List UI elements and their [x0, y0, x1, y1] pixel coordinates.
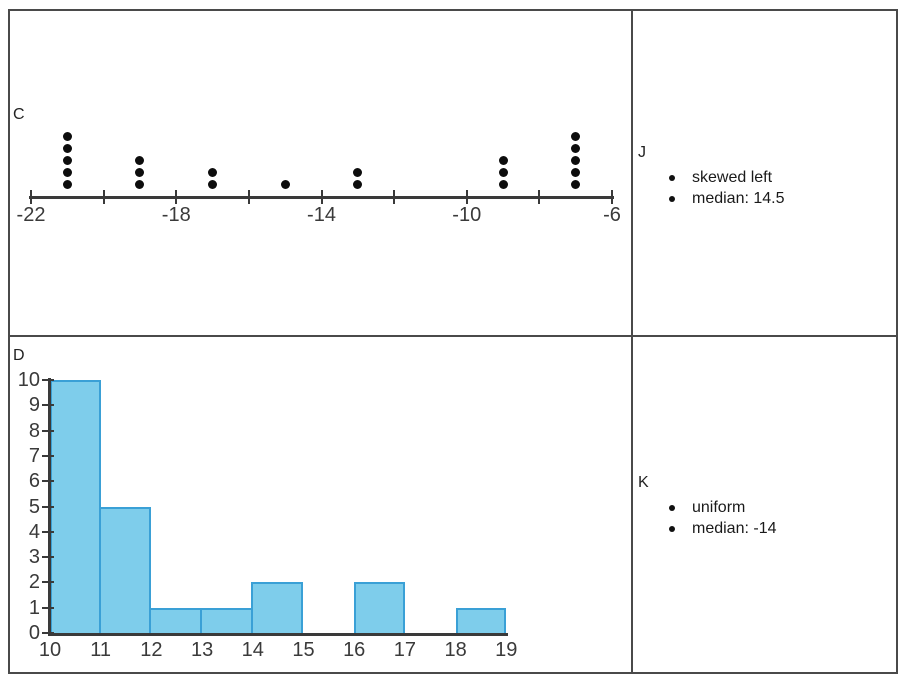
histogram-bar	[149, 607, 203, 633]
y-axis-tick-label: 10	[17, 369, 40, 391]
data-dot	[62, 143, 72, 153]
data-dot	[571, 179, 581, 189]
matching-table: C -22 -18 -14 -10 -6 J skewed left median: 1…	[8, 9, 898, 674]
x-axis	[48, 633, 509, 636]
axis-tick-label: -18	[161, 204, 191, 226]
axis-tick	[611, 190, 613, 204]
bullet-text: median: 14.5	[692, 190, 785, 207]
y-axis-tick-label: 8	[28, 419, 40, 442]
plot-label-c: C	[13, 106, 25, 123]
data-dot	[498, 179, 508, 189]
cell-answer-j[interactable]: J skewed left median: 14.5	[633, 11, 896, 337]
data-dot	[498, 155, 508, 165]
histogram-bar	[200, 607, 253, 633]
bullet-text: median: -14	[692, 520, 777, 537]
data-dot	[62, 167, 72, 177]
data-dot	[208, 179, 218, 189]
axis-tick-label: -22	[16, 204, 46, 226]
bullet-item: median: 14.5	[669, 188, 785, 209]
x-axis-tick-label: 15	[292, 639, 315, 661]
x-axis-tick-label: 10	[38, 639, 62, 661]
data-dot	[135, 167, 145, 177]
data-dot	[135, 155, 145, 165]
bullet-text: skewed left	[692, 169, 773, 186]
answer-label-k: K	[638, 474, 649, 491]
bullet-text: uniform	[692, 499, 746, 516]
plot-label-d: D	[13, 347, 25, 364]
data-dot	[62, 131, 72, 141]
data-dot	[571, 131, 581, 141]
y-axis-tick-label: 2	[28, 571, 40, 594]
y-axis-tick-label: 7	[28, 444, 40, 467]
answer-bullets-j: skewed left median: 14.5	[669, 167, 785, 209]
x-axis-tick-label: 11	[90, 639, 112, 661]
data-dot	[353, 179, 363, 189]
data-dot	[571, 167, 581, 177]
histogram-bar	[50, 380, 101, 633]
bullet-item: skewed left	[669, 167, 785, 188]
x-axis-tick-label: 14	[241, 639, 264, 661]
data-dot	[280, 179, 290, 189]
data-dot	[498, 167, 508, 177]
axis-tick	[175, 190, 178, 204]
axis-tick	[538, 190, 541, 204]
x-axis-tick-label: 17	[393, 639, 417, 661]
bullet-icon	[669, 174, 675, 181]
axis-tick	[393, 190, 396, 204]
y-axis-tick-label: 9	[28, 394, 40, 417]
y-axis-tick-label: 3	[28, 546, 40, 569]
cell-answer-k[interactable]: K uniform median: -14	[633, 337, 896, 672]
histogram-bar	[98, 506, 152, 633]
axis-tick	[320, 190, 323, 204]
histogram-bar	[354, 582, 405, 633]
data-dot	[62, 179, 72, 189]
answer-label-j: J	[638, 144, 646, 161]
dot-plot-c: -22 -18 -14 -10 -6	[10, 11, 631, 335]
x-axis-tick-label: 16	[343, 639, 366, 661]
x-axis-tick-label: 13	[190, 639, 214, 661]
axis-tick	[30, 190, 32, 204]
y-axis-tick-label: 1	[28, 596, 40, 619]
x-axis-tick-label: 12	[140, 639, 163, 661]
y-axis-tick-label: 5	[28, 495, 40, 518]
bullet-icon	[669, 504, 675, 511]
axis-tick	[465, 190, 468, 204]
axis-tick-label: -14	[307, 204, 336, 226]
bullet-item: median: -14	[669, 518, 777, 539]
axis-tick	[247, 190, 250, 204]
x-axis-tick-label: 18	[444, 639, 467, 661]
bullet-icon	[669, 525, 675, 532]
y-axis-tick-label: 6	[28, 470, 40, 493]
histogram-bar	[455, 607, 507, 633]
axis-tick-label: -6	[603, 204, 621, 226]
data-dot	[62, 155, 72, 165]
axis-tick-label: -10	[452, 204, 482, 226]
x-axis-tick-label: 19	[495, 639, 518, 661]
data-dot	[571, 143, 581, 153]
bullet-icon	[669, 195, 675, 202]
data-dot	[353, 167, 363, 177]
histogram-d: 0 1 2 3 4 5 6 7 8 9 10 10 11 12 13 14 15 16 17 18 19	[10, 337, 631, 672]
bullet-item: uniform	[669, 497, 777, 518]
y-axis-tick-label: 0	[28, 622, 40, 644]
axis-tick	[102, 190, 105, 204]
data-dot	[571, 155, 581, 165]
y-axis	[48, 378, 51, 636]
y-axis-tick-label: 4	[28, 520, 40, 543]
data-dot	[135, 179, 145, 189]
data-dot	[208, 167, 218, 177]
answer-bullets-k: uniform median: -14	[669, 497, 777, 539]
histogram-bar	[250, 582, 304, 633]
cell-plot-c[interactable]: C -22 -18 -14 -10 -6	[10, 11, 633, 337]
cell-plot-d[interactable]: D 0 1 2 3 4 5 6 7 8 9 10 10 11 12 13 14 15 16 17 18 19	[10, 337, 633, 672]
